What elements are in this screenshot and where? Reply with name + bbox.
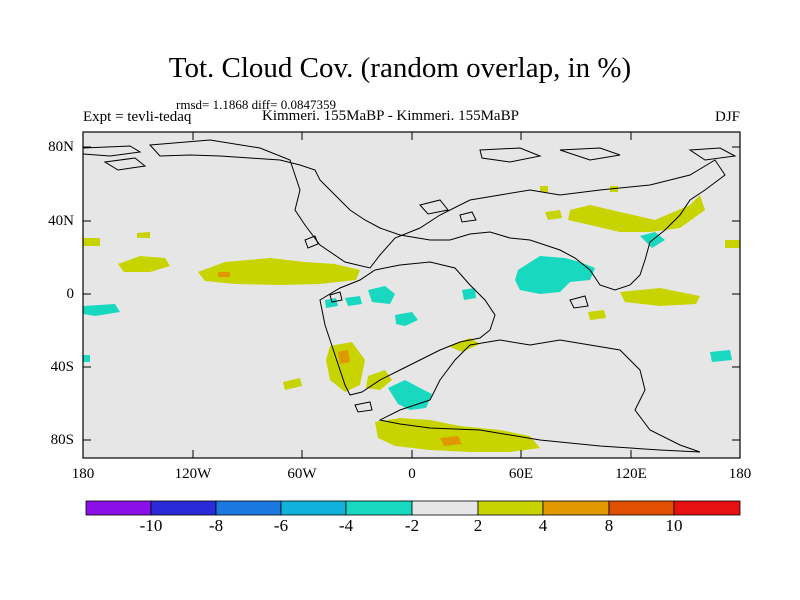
patch-tiny-north: [540, 186, 548, 192]
patch-cyan-east-south: [710, 350, 732, 362]
patch-small-north: [137, 232, 150, 238]
arctic-coast-1: [82, 145, 142, 157]
patch-cyan-atl-2: [345, 296, 362, 306]
map-ticks: [83, 132, 740, 458]
patch-cyan-atl: [368, 286, 395, 304]
patch-cyan-mid: [462, 288, 476, 300]
island-4: [329, 291, 343, 303]
arctic-island-2: [559, 147, 621, 161]
lon-label-120e: 120E: [615, 466, 647, 482]
patch-south-mid: [448, 338, 480, 352]
patch-cyan-edge: [83, 355, 90, 362]
colorbar-label-1: -8: [208, 516, 224, 535]
colorbar-swatch-5: [411, 500, 479, 516]
patch-orange-sa: [338, 350, 350, 364]
patch-south-pac: [283, 378, 302, 390]
colorbar-swatch-1: [150, 500, 217, 516]
colorbar-swatch-7: [542, 500, 610, 516]
lon-label-60w: 60W: [287, 466, 317, 482]
stats-text: rmsd= 1.1868 diff= 0.0847359: [176, 97, 336, 112]
colorbar-label-4: -2: [404, 516, 420, 535]
experiment-names: Kimmeri. 155MaBP - Kimmeri. 155MaBP: [262, 108, 519, 124]
colorbar-label-7: 8: [604, 516, 614, 535]
strong-positive-patches: [218, 272, 462, 446]
lat-label-40s: 40S: [50, 359, 74, 375]
patch-tropical-band: [198, 258, 360, 285]
lon-label-180w: 180: [71, 466, 95, 482]
patch-asia-east: [568, 195, 705, 232]
lon-label-60e: 60E: [508, 466, 534, 482]
colorbar-label-3: -4: [338, 516, 354, 535]
colorbar-swatch-9: [673, 500, 741, 516]
lon-label-180e: 180: [728, 466, 752, 482]
arctic-island-3: [688, 147, 737, 161]
patch-cyan-south-atl: [395, 312, 418, 326]
lat-label-80n: 80N: [48, 139, 74, 155]
patch-orange-tropics: [218, 272, 230, 277]
patch-cyan-atl-3: [325, 298, 338, 308]
colorbar-swatch-6: [477, 500, 544, 516]
patch-asia-small: [545, 210, 562, 220]
patch-cyan-indian: [515, 256, 595, 294]
patch-west-edge: [83, 238, 100, 246]
colorbar-label-2: -6: [273, 516, 289, 535]
coastlines: [82, 139, 737, 453]
lat-label-40n: 40N: [48, 213, 74, 229]
colorbar-swatch-0: [85, 500, 152, 516]
colorbar-label-8: 10: [665, 516, 683, 535]
laurasia-coast: [148, 139, 726, 291]
patch-sa-west: [326, 342, 365, 392]
colorbar-swatch-3: [280, 500, 347, 516]
colorbar: [85, 500, 741, 516]
arctic-island-4: [103, 157, 147, 171]
patch-pac-tropics: [118, 256, 170, 272]
island-5: [569, 295, 589, 309]
colorbar-label-6: 4: [538, 516, 548, 535]
lon-label-120w: 120W: [174, 466, 212, 482]
island-1: [304, 235, 319, 249]
patch-east-edge: [725, 240, 740, 248]
patch-east-tropics: [620, 288, 700, 306]
colorbar-swatch-2: [215, 500, 282, 516]
colorbar-swatch-8: [608, 500, 675, 516]
colorbar-swatch-4: [345, 500, 413, 516]
arctic-island: [479, 147, 542, 163]
gondwana-coast: [319, 261, 496, 396]
patch-orange-south: [440, 436, 462, 446]
colorbar-label-0: -10: [139, 516, 163, 535]
lon-label-0: 0: [408, 466, 416, 482]
lat-label-0: 0: [66, 286, 75, 302]
patch-cyan-west: [83, 304, 120, 316]
lat-label-80s: 80S: [50, 432, 74, 448]
island-3: [459, 211, 477, 223]
patch-small-east: [588, 310, 606, 320]
island-6: [354, 401, 373, 413]
southern-continents-coast: [378, 339, 701, 453]
season-label: DJF: [714, 109, 740, 125]
page-title: Tot. Cloud Cov. (random overlap, in %): [168, 52, 632, 84]
island-2: [419, 199, 449, 215]
experiment-id: Expt = tevli-tedaq: [83, 109, 192, 125]
colorbar-label-5: 2: [473, 516, 483, 535]
